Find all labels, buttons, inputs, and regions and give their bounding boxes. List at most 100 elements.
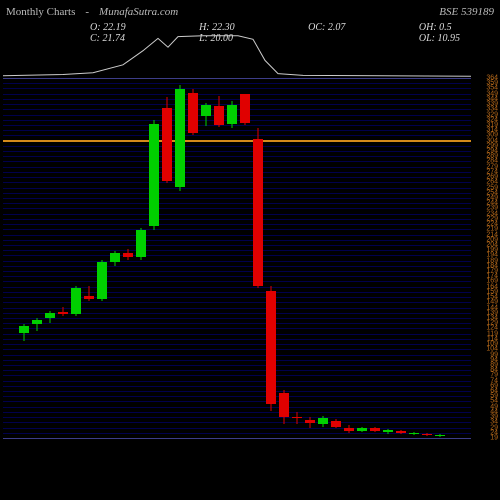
candle-body — [383, 430, 393, 432]
grid-line — [3, 412, 471, 413]
candle-body — [331, 421, 341, 426]
grid-line — [3, 276, 471, 277]
grid-line — [3, 229, 471, 230]
grid-line — [3, 375, 471, 376]
candle-body — [396, 431, 406, 433]
grid-line — [3, 318, 471, 319]
grid-line — [3, 99, 471, 100]
grid-line — [3, 203, 471, 204]
grid-line — [3, 88, 471, 89]
y-axis-labels: 3643593543493443393343293243193143093042… — [472, 78, 498, 438]
grid-line — [3, 146, 471, 147]
grid-line — [3, 245, 471, 246]
oc-label: OC: — [308, 22, 325, 33]
candle-body — [305, 420, 315, 423]
grid-line — [3, 334, 471, 335]
candle-body — [19, 326, 29, 332]
grid-line — [3, 156, 471, 157]
grid-line — [3, 224, 471, 225]
grid-line — [3, 151, 471, 152]
candle-body — [344, 428, 354, 431]
grid-line — [3, 219, 471, 220]
candle-body — [162, 108, 172, 181]
site-name: MunafaSutra.com — [99, 6, 178, 18]
chart-title: Monthly Charts — [6, 6, 75, 18]
indicator-line — [3, 34, 471, 78]
candle-body — [175, 89, 185, 186]
grid-line — [3, 235, 471, 236]
open-label: O: — [90, 22, 101, 33]
grid-line — [3, 78, 471, 79]
candle-body — [110, 253, 120, 261]
grid-line — [3, 401, 471, 402]
grid-line — [3, 208, 471, 209]
candle-body — [240, 94, 250, 123]
candle-body — [422, 434, 432, 435]
candle-body — [357, 428, 367, 431]
symbol-label: BSE 539189 — [439, 6, 494, 18]
grid-line — [3, 120, 471, 121]
high-label: H: — [199, 22, 210, 33]
chart-header: Monthly Charts - MunafaSutra.com BSE 539… — [6, 6, 494, 18]
candle-body — [149, 124, 159, 226]
candle-body — [58, 312, 68, 314]
oh-label: OH: — [419, 22, 437, 33]
grid-line — [3, 261, 471, 262]
candle-body — [45, 313, 55, 318]
grid-line — [3, 355, 471, 356]
high-value: 22.30 — [212, 22, 235, 33]
grid-line — [3, 83, 471, 84]
candle-body — [227, 105, 237, 124]
focus-line — [3, 140, 471, 142]
grid-line — [3, 281, 471, 282]
grid-line — [3, 115, 471, 116]
candle-body — [136, 230, 146, 257]
candlestick-chart — [3, 78, 471, 438]
grid-line — [3, 381, 471, 382]
grid-line — [3, 323, 471, 324]
grid-line — [3, 109, 471, 110]
candle-body — [188, 93, 198, 134]
candle-body — [214, 106, 224, 125]
candle-body — [97, 262, 107, 300]
oc-value: 2.07 — [328, 22, 346, 33]
grid-line — [3, 198, 471, 199]
grid-line — [3, 94, 471, 95]
grid-line — [3, 344, 471, 345]
grid-line — [3, 271, 471, 272]
grid-line — [3, 438, 471, 439]
candle-body — [123, 253, 133, 257]
candle-body — [71, 288, 81, 314]
grid-line — [3, 386, 471, 387]
grid-line — [3, 172, 471, 173]
grid-line — [3, 135, 471, 136]
grid-line — [3, 214, 471, 215]
candle-body — [201, 105, 211, 115]
grid-line — [3, 422, 471, 423]
candle-body — [292, 417, 302, 418]
grid-line — [3, 266, 471, 267]
grid-line — [3, 365, 471, 366]
indicator-panel — [3, 34, 471, 78]
y-tick-label: 19 — [490, 435, 498, 442]
candle-body — [435, 435, 445, 436]
candle-body — [370, 428, 380, 431]
dash: - — [85, 6, 89, 18]
grid-line — [3, 104, 471, 105]
grid-line — [3, 428, 471, 429]
candle-body — [409, 433, 419, 434]
candle-body — [266, 291, 276, 404]
grid-line — [3, 407, 471, 408]
grid-line — [3, 349, 471, 350]
grid-line — [3, 193, 471, 194]
oh-value: 0.5 — [439, 22, 452, 33]
grid-line — [3, 130, 471, 131]
grid-line — [3, 370, 471, 371]
grid-line — [3, 417, 471, 418]
candle-wick — [297, 412, 298, 425]
candle-body — [84, 296, 94, 299]
grid-line — [3, 360, 471, 361]
grid-line — [3, 396, 471, 397]
grid-line — [3, 188, 471, 189]
grid-line — [3, 167, 471, 168]
